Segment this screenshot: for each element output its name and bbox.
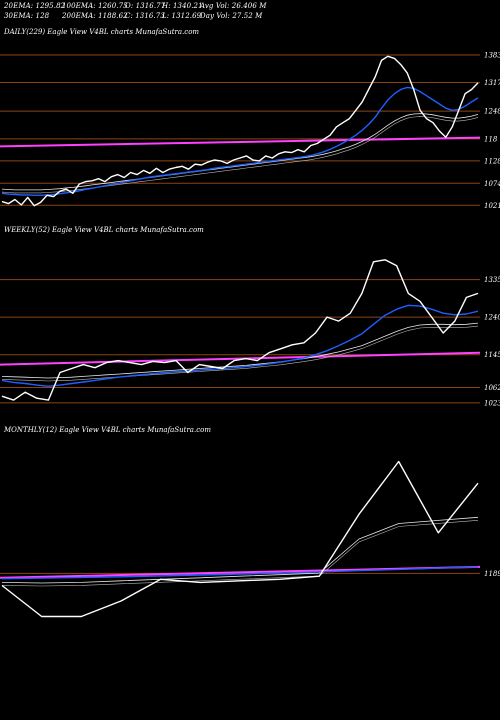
ema-slow-line	[1, 322, 479, 379]
header-ema100: 100EMA: 1260.75	[62, 2, 128, 10]
price-level-label: 1128	[484, 157, 500, 165]
header-ema200: 200EMA: 1188.62	[62, 12, 128, 20]
weekly-chart: 1335 1240 1145 1062 1023	[0, 259, 500, 407]
price-line	[1, 259, 479, 401]
header-day-vol: Day Vol: 27.52 M	[200, 12, 263, 20]
support-trend-line	[0, 136, 481, 148]
header-low: L: 1312.69	[162, 12, 202, 20]
ema-slow-line	[1, 516, 479, 584]
price-level-label: 1074	[484, 180, 500, 188]
ema-long-line	[1, 116, 479, 194]
header-avg-vol: Avg Vol: 26.406 M	[200, 2, 267, 10]
weekly-panel-title: WEEKLY(52) Eagle View V4BL charts Munafa…	[4, 226, 204, 234]
header-open: O: 1316.77	[125, 2, 166, 10]
ema-fast-line	[1, 86, 479, 197]
price-line	[1, 460, 479, 618]
ema-slow-line	[1, 113, 479, 191]
price-level-label: 1240	[484, 314, 500, 322]
ema-fast-line	[1, 566, 479, 580]
price-level-label: 1023	[484, 399, 500, 407]
daily-panel-title: DAILY(229) Eagle View V4BL charts Munafa…	[4, 28, 200, 36]
ema-long-line	[1, 325, 479, 382]
price-level-label: 118	[484, 135, 498, 143]
header-high: H: 1340.21	[162, 2, 203, 10]
price-level-label: 1317	[484, 79, 500, 87]
ema-fast-line	[1, 304, 479, 388]
ema-long-line	[1, 520, 479, 587]
monthly-chart: 1189	[0, 460, 500, 618]
header-ema20: 20EMA: 1295.82	[4, 2, 66, 10]
monthly-panel-title: MONTHLY(12) Eagle View V4BL charts Munaf…	[4, 426, 211, 434]
header-close: C: 1316.73	[125, 12, 165, 20]
price-line	[1, 55, 479, 207]
price-level-label: 1145	[484, 351, 500, 359]
price-level-label: 1383	[484, 52, 500, 60]
price-level-label: 1189	[484, 570, 500, 578]
header-ema30: 30EMA: 128	[4, 12, 50, 20]
support-trend-line	[0, 351, 481, 366]
price-level-label: 1335	[484, 276, 500, 284]
price-level-label: 1062	[484, 384, 500, 392]
price-level-label: 1248	[484, 108, 500, 116]
